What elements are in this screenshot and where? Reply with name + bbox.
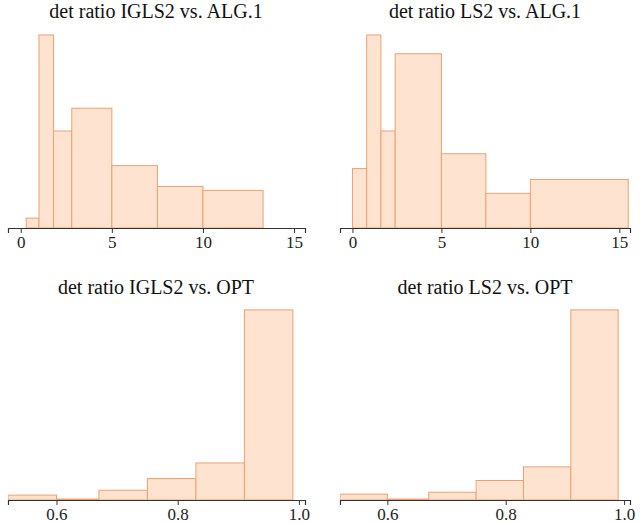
histogram-bar	[54, 131, 72, 228]
tick-label: 0.8	[168, 505, 189, 523]
tick: 1.0	[289, 500, 310, 523]
histogram-bar	[340, 494, 387, 500]
histogram-bar	[56, 499, 98, 500]
figure: 0 5 10 15 det ratio IGLS2 vs. ALG.1 0 5 10 15 det…	[0, 0, 640, 523]
histogram-bar	[196, 463, 244, 500]
x-axis-line	[341, 229, 631, 234]
tick-label: 1.0	[614, 505, 635, 523]
histogram-bar	[157, 186, 203, 228]
tick: 15	[286, 228, 303, 252]
panel-title: det ratio IGLS2 vs. OPT	[58, 276, 254, 298]
tick-label: 5	[438, 233, 447, 252]
tick-label: 15	[611, 233, 628, 252]
histogram-bar	[395, 54, 441, 228]
x-axis: 0.6 0.8 1.0	[9, 500, 311, 523]
tick: 0.6	[377, 500, 398, 523]
histogram-bar	[8, 495, 56, 500]
tick-label: 15	[286, 233, 303, 252]
bars	[8, 310, 293, 500]
histogram-bar	[387, 499, 428, 500]
histogram-bar	[26, 218, 39, 228]
tick: 0	[17, 228, 26, 252]
histogram-bar	[72, 108, 112, 228]
x-axis-line	[9, 229, 306, 234]
histogram-bar	[112, 166, 158, 228]
tick: 10	[195, 228, 212, 252]
histogram-bar	[571, 310, 618, 500]
tick-label: 10	[195, 233, 212, 252]
tick-label: 1.0	[289, 505, 310, 523]
x-axis: 0 5 10 15	[9, 228, 306, 252]
tick: 1.0	[614, 500, 635, 523]
histogram-bar	[99, 490, 147, 500]
bars	[340, 310, 618, 500]
histogram-bar	[367, 35, 381, 228]
histogram-bar	[530, 179, 628, 228]
histogram-bar	[147, 479, 195, 500]
panel-title: det ratio LS2 vs. OPT	[398, 276, 573, 298]
histogram-bar	[244, 310, 292, 500]
histogram-bar	[486, 193, 530, 228]
histogram-bar	[441, 154, 485, 228]
x-axis: 0.6 0.8 1.0	[341, 500, 636, 523]
histogram-bar	[381, 131, 395, 228]
x-axis: 0 5 10 15	[341, 228, 631, 252]
tick-label: 0.8	[496, 505, 517, 523]
tick: 0.8	[168, 500, 189, 523]
tick-label: 0	[17, 233, 26, 252]
bars	[26, 35, 263, 228]
tick-label: 5	[108, 233, 117, 252]
bars	[352, 35, 628, 228]
panel: 0.6 0.8 1.0 det ratio IGLS2 vs. OPT	[8, 276, 310, 523]
tick-label: 0.6	[377, 505, 398, 523]
tick-label: 0.6	[46, 505, 67, 523]
histogram-bar	[352, 169, 366, 228]
tick: 15	[611, 228, 628, 252]
tick: 0.6	[46, 500, 67, 523]
tick: 5	[108, 228, 117, 252]
tick: 0	[349, 228, 358, 252]
histogram-bar	[476, 481, 523, 501]
panel: 0 5 10 15 det ratio IGLS2 vs. ALG.1	[9, 0, 306, 252]
panel: 0.6 0.8 1.0 det ratio LS2 vs. OPT	[340, 276, 635, 523]
panel-title: det ratio LS2 vs. ALG.1	[389, 0, 581, 22]
panel-title: det ratio IGLS2 vs. ALG.1	[49, 0, 262, 22]
panel: 0 5 10 15 det ratio LS2 vs. ALG.1	[341, 0, 631, 252]
histogram-bar	[429, 492, 476, 500]
tick-label: 0	[349, 233, 358, 252]
tick-label: 10	[522, 233, 539, 252]
tick: 10	[522, 228, 539, 252]
histogram-bar	[203, 190, 263, 228]
histogram-bar	[39, 35, 54, 228]
histogram-bar	[523, 467, 570, 500]
tick: 5	[438, 228, 447, 252]
tick: 0.8	[496, 500, 517, 523]
